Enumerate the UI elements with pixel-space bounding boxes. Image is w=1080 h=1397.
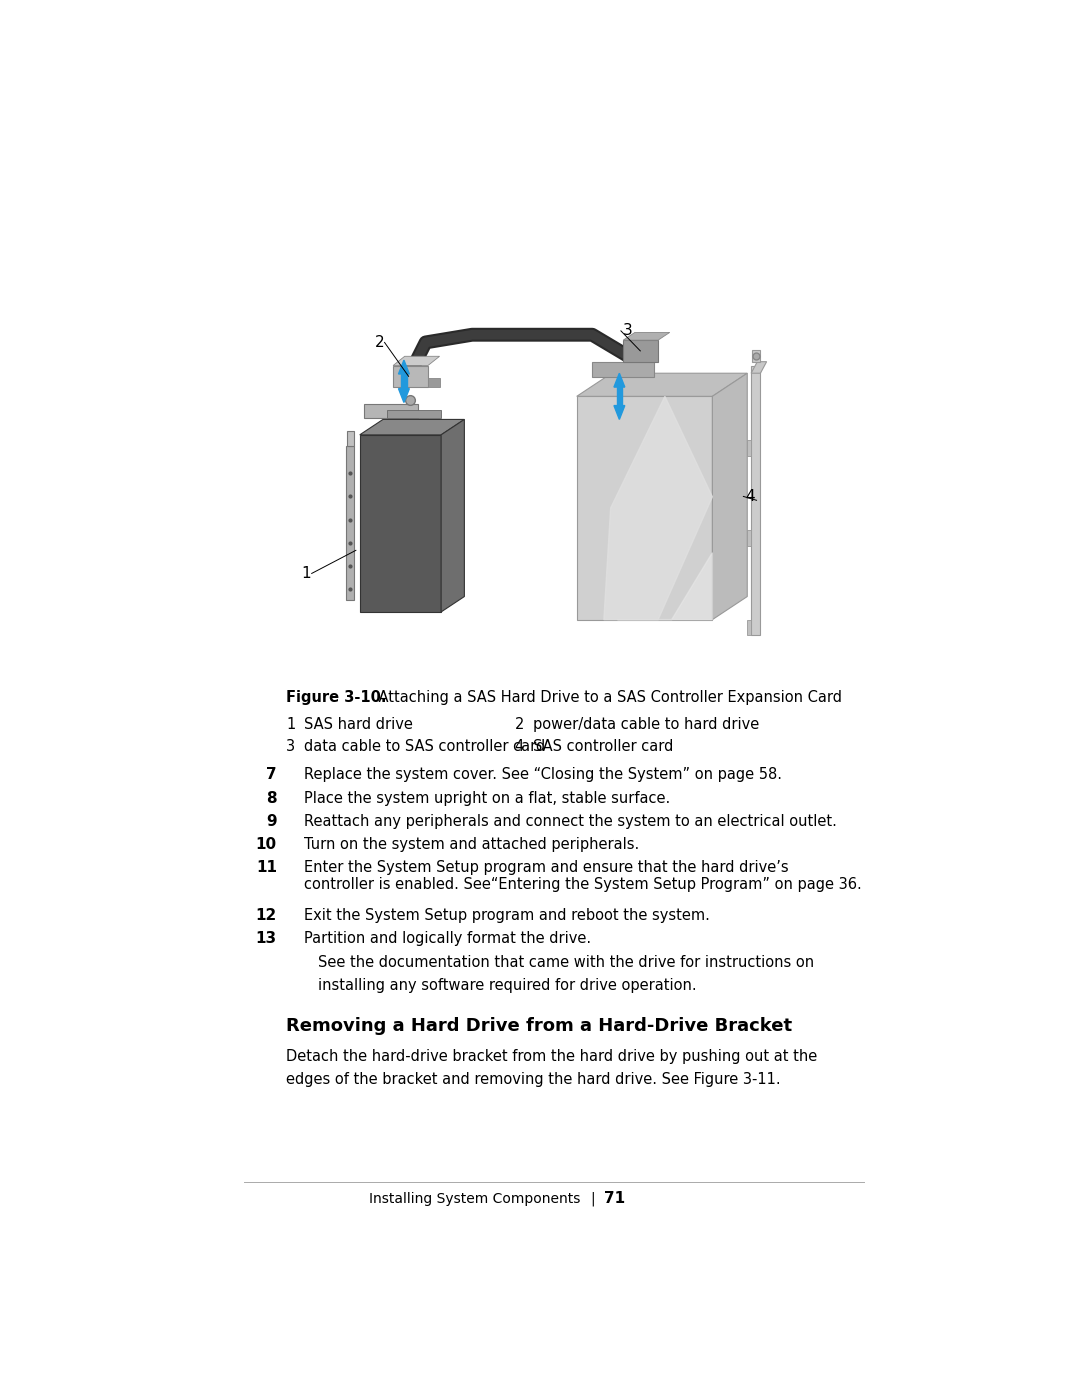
Text: 2: 2	[375, 335, 384, 349]
Text: 1: 1	[301, 566, 311, 581]
Text: data cable to SAS controller card: data cable to SAS controller card	[303, 739, 545, 754]
Text: Attaching a SAS Hard Drive to a SAS Controller Expansion Card: Attaching a SAS Hard Drive to a SAS Cont…	[360, 690, 841, 705]
Text: Turn on the system and attached peripherals.: Turn on the system and attached peripher…	[303, 837, 639, 852]
Text: Installing System Components: Installing System Components	[369, 1192, 581, 1206]
Polygon shape	[577, 397, 713, 620]
Polygon shape	[441, 419, 464, 612]
Text: Figure 3-10.: Figure 3-10.	[286, 690, 387, 705]
Text: Removing a Hard Drive from a Hard-Drive Bracket: Removing a Hard Drive from a Hard-Drive …	[286, 1017, 793, 1035]
Text: Exit the System Setup program and reboot the system.: Exit the System Setup program and reboot…	[303, 908, 710, 923]
Polygon shape	[747, 440, 751, 455]
Polygon shape	[401, 374, 407, 388]
Text: 4: 4	[745, 489, 755, 504]
Text: edges of the bracket and removing the hard drive. See Figure 3-11.: edges of the bracket and removing the ha…	[286, 1073, 781, 1087]
Polygon shape	[346, 447, 353, 601]
Polygon shape	[623, 339, 658, 362]
Text: 1: 1	[286, 718, 295, 732]
Text: 11: 11	[256, 861, 276, 875]
Polygon shape	[751, 362, 767, 373]
Polygon shape	[393, 356, 440, 366]
Text: power/data cable to hard drive: power/data cable to hard drive	[532, 718, 759, 732]
Polygon shape	[592, 362, 654, 377]
Polygon shape	[623, 332, 670, 339]
Polygon shape	[751, 366, 760, 636]
Text: 3: 3	[286, 739, 295, 754]
Text: 7: 7	[266, 767, 276, 782]
Polygon shape	[399, 388, 409, 402]
Polygon shape	[752, 351, 759, 362]
Text: 9: 9	[266, 813, 276, 828]
Polygon shape	[428, 377, 440, 387]
Text: 3: 3	[623, 323, 633, 338]
Text: 10: 10	[256, 837, 276, 852]
Polygon shape	[364, 404, 418, 418]
Polygon shape	[618, 553, 713, 620]
Polygon shape	[604, 397, 713, 620]
Polygon shape	[577, 373, 747, 397]
Polygon shape	[613, 405, 625, 419]
Text: 4: 4	[515, 739, 524, 754]
Text: Replace the system cover. See “Closing the System” on page 58.: Replace the system cover. See “Closing t…	[303, 767, 782, 782]
Text: 13: 13	[256, 932, 276, 947]
Polygon shape	[617, 387, 622, 405]
Polygon shape	[747, 620, 751, 636]
Polygon shape	[348, 432, 353, 447]
Polygon shape	[713, 373, 747, 620]
Polygon shape	[613, 373, 625, 387]
Text: Detach the hard-drive bracket from the hard drive by pushing out at the: Detach the hard-drive bracket from the h…	[286, 1049, 818, 1065]
Polygon shape	[360, 419, 464, 434]
Text: See the documentation that came with the drive for instructions on: See the documentation that came with the…	[318, 954, 814, 970]
Text: |: |	[590, 1192, 595, 1206]
Text: 8: 8	[266, 791, 276, 806]
Polygon shape	[399, 360, 409, 374]
Text: 71: 71	[604, 1192, 625, 1206]
Text: 12: 12	[256, 908, 276, 923]
Text: 2: 2	[515, 718, 524, 732]
Text: Partition and logically format the drive.: Partition and logically format the drive…	[303, 932, 591, 947]
Text: installing any software required for drive operation.: installing any software required for dri…	[318, 978, 697, 993]
Polygon shape	[387, 411, 441, 418]
Text: SAS controller card: SAS controller card	[532, 739, 673, 754]
Text: Reattach any peripherals and connect the system to an electrical outlet.: Reattach any peripherals and connect the…	[303, 813, 837, 828]
Text: SAS hard drive: SAS hard drive	[303, 718, 413, 732]
Polygon shape	[747, 531, 751, 546]
Text: Place the system upright on a flat, stable surface.: Place the system upright on a flat, stab…	[303, 791, 671, 806]
Polygon shape	[360, 434, 441, 612]
Polygon shape	[393, 366, 428, 387]
Text: Enter the System Setup program and ensure that the hard drive’s
controller is en: Enter the System Setup program and ensur…	[303, 861, 862, 893]
